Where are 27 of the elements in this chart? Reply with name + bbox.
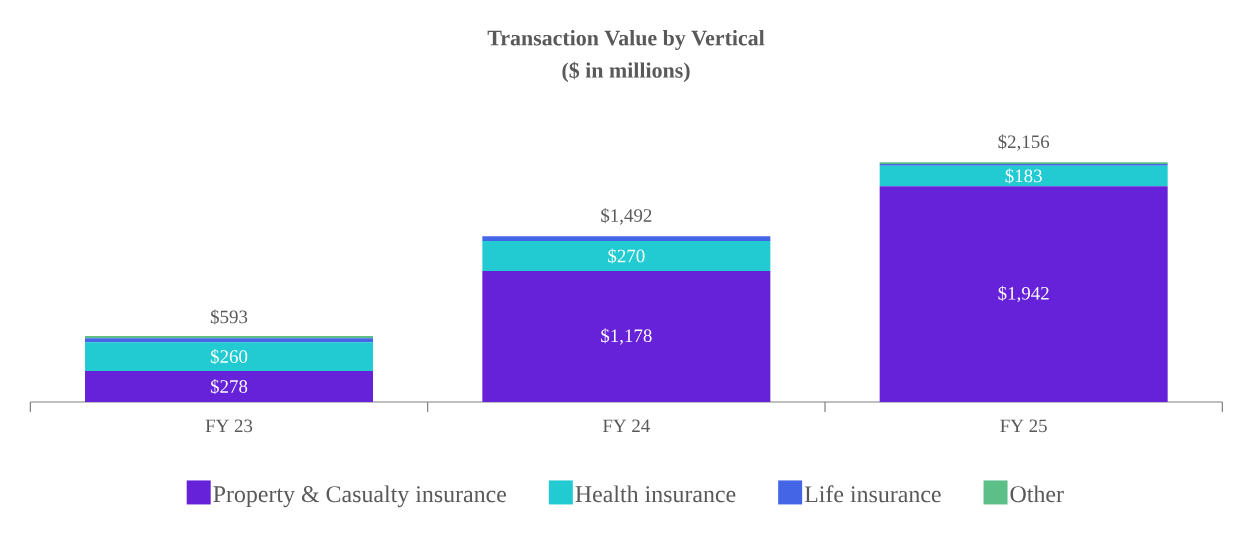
total-label: $593 [210,309,248,325]
legend-label: Health insurance [575,485,736,503]
x-tick-label: FY 25 [1000,419,1047,433]
data-label: $260 [210,349,248,365]
data-label: $183 [1005,168,1042,184]
bar [85,338,374,343]
x-tick-label: FY 23 [205,419,253,433]
bar [482,241,771,272]
legend-label: Other [1010,485,1064,503]
bar [482,271,771,402]
data-label: $278 [210,378,248,395]
total-label: $2,156 [998,134,1050,151]
total-label: $1,492 [601,208,652,225]
bar [879,186,1168,402]
bar [85,371,374,402]
chart-subtitle: ($ in millions) [562,61,690,83]
bar [85,342,374,372]
legend-label: Life insurance [804,485,941,503]
bar [879,165,1168,187]
x-tick-label: FY 24 [602,419,650,433]
bar [482,236,771,242]
data-label: $1,942 [998,285,1049,303]
bar [85,336,374,339]
chart-title: Transaction Value by Vertical [487,30,765,50]
data-label: $270 [608,248,645,264]
legend-label: Property & Casualty insurance [213,485,507,508]
data-label: $1,178 [601,328,652,345]
